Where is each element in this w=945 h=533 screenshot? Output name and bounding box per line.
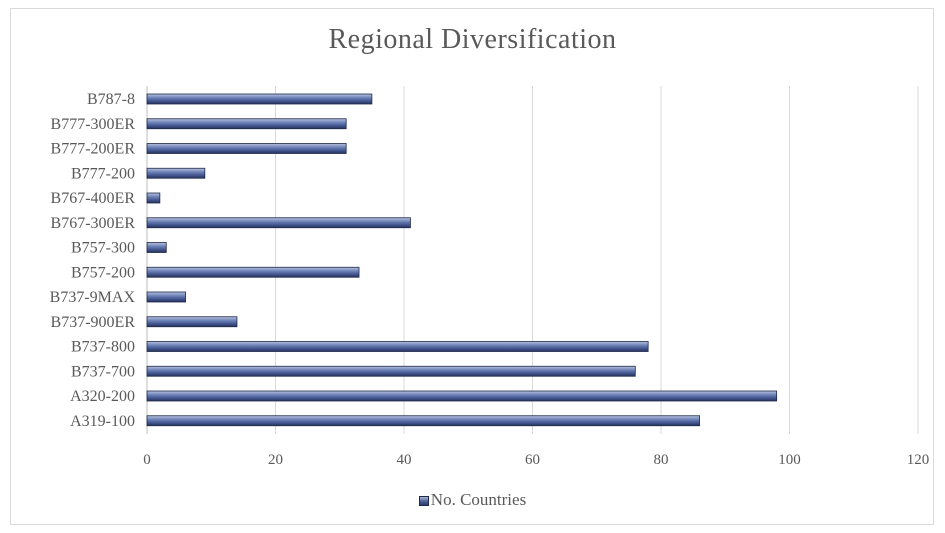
legend: No. Countries <box>0 490 945 510</box>
category-label: B787-8 <box>87 91 135 108</box>
x-tick-label: 20 <box>268 452 283 468</box>
category-label: B767-400ER <box>51 190 136 207</box>
category-label: B737-900ER <box>51 314 136 331</box>
bar <box>146 217 411 229</box>
bar <box>146 242 167 253</box>
bar <box>146 93 373 105</box>
bar <box>146 192 161 204</box>
legend-swatch <box>418 496 429 506</box>
category-label: B737-700 <box>71 363 135 380</box>
category-label: B777-300ER <box>51 116 136 133</box>
x-tick-label: 80 <box>654 452 669 468</box>
x-axis-tick-labels: 0 20 40 60 80 100 120 <box>143 452 929 468</box>
category-label: A320-200 <box>70 388 135 405</box>
bar <box>146 390 778 402</box>
bar <box>146 118 347 130</box>
category-label: B777-200 <box>71 165 135 182</box>
category-label: B737-9MAX <box>50 289 136 306</box>
bar <box>146 316 238 328</box>
x-tick-label: 120 <box>907 452 930 468</box>
category-label: B737-800 <box>71 339 135 356</box>
bar <box>146 143 347 154</box>
x-tick-label: 40 <box>397 452 412 468</box>
chart-title: Regional Diversification <box>328 24 617 55</box>
x-tick-label: 60 <box>525 452 540 468</box>
bar <box>146 341 649 352</box>
x-tick-label: 100 <box>778 452 801 468</box>
category-label: B767-300ER <box>51 215 136 232</box>
bar <box>146 167 206 179</box>
bar <box>146 266 360 278</box>
category-label: B777-200ER <box>51 141 136 158</box>
bars <box>146 93 778 427</box>
category-label: A319-100 <box>70 413 135 430</box>
category-labels: B787-8 B777-300ER B777-200ER B777-200 B767-4… <box>50 91 136 430</box>
x-tick-label: 0 <box>143 452 151 468</box>
category-label: B757-200 <box>71 264 135 281</box>
grid-lines <box>146 86 919 434</box>
category-label: B757-300 <box>71 240 135 257</box>
bar <box>146 291 186 303</box>
legend-label: No. Countries <box>430 490 527 509</box>
bar <box>146 415 700 427</box>
bar <box>146 365 636 377</box>
